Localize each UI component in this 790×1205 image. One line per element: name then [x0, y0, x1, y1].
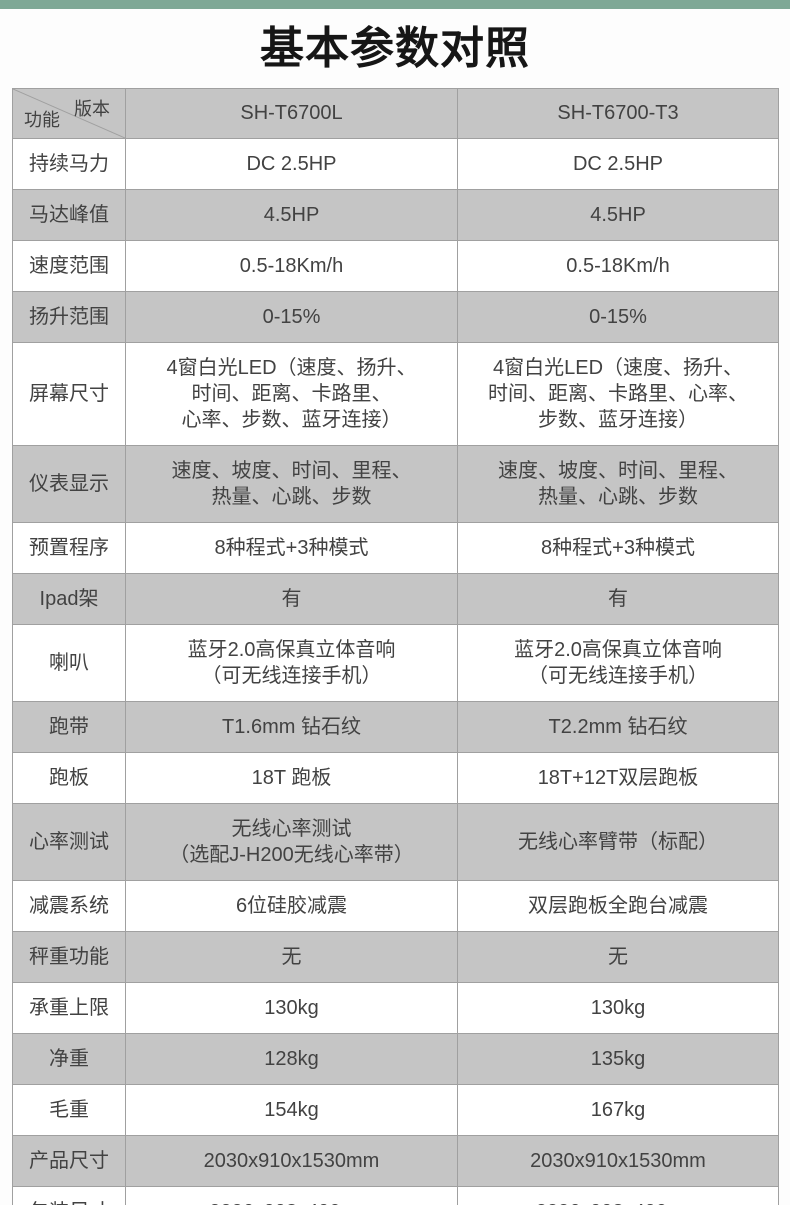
table-row: 扬升范围 0-15% 0-15% — [12, 290, 779, 343]
table-row: 减震系统 6位硅胶减震 双层跑板全跑台减震 — [12, 879, 779, 932]
table-header: 版本 功能 SH-T6700L SH-T6700-T3 — [12, 87, 779, 139]
row-label: 跑带 — [12, 700, 126, 753]
cell-value-sh-t6700l: 无 — [125, 930, 458, 983]
cell-value-sh-t6700l: 蓝牙2.0高保真立体音响 （可无线连接手机） — [125, 623, 458, 702]
corner-header-cell: 版本 功能 — [12, 87, 126, 139]
table-row: 产品尺寸 2030x910x1530mm 2030x910x1530mm — [12, 1134, 779, 1187]
table-row: 毛重 154kg 167kg — [12, 1083, 779, 1136]
cell-value-sh-t6700-t3: T2.2mm 钻石纹 — [457, 700, 779, 753]
row-label: 心率测试 — [12, 802, 126, 881]
cell-value-sh-t6700-t3: 无线心率臂带（标配） — [457, 802, 779, 881]
column-header-sh-t6700l: SH-T6700L — [125, 87, 458, 139]
cell-value-sh-t6700l: 0.5-18Km/h — [125, 239, 458, 292]
spec-table-body: 持续马力 DC 2.5HP DC 2.5HP 马达峰值 4.5HP 4.5HP … — [12, 137, 779, 1205]
cell-value-sh-t6700l: 8种程式+3种模式 — [125, 521, 458, 574]
cell-value-sh-t6700-t3: 有 — [457, 572, 779, 625]
cell-value-sh-t6700l: 无线心率测试 （选配J-H200无线心率带） — [125, 802, 458, 881]
cell-value-sh-t6700l: DC 2.5HP — [125, 137, 458, 190]
cell-value-sh-t6700-t3: 无 — [457, 930, 779, 983]
table-row: 马达峰值 4.5HP 4.5HP — [12, 188, 779, 241]
cell-value-sh-t6700-t3: 0-15% — [457, 290, 779, 343]
row-label: 毛重 — [12, 1083, 126, 1136]
row-label: 净重 — [12, 1032, 126, 1085]
cell-value-sh-t6700-t3: DC 2.5HP — [457, 137, 779, 190]
cell-value-sh-t6700l: 0-15% — [125, 290, 458, 343]
cell-value-sh-t6700l: 有 — [125, 572, 458, 625]
cell-value-sh-t6700l: 130kg — [125, 981, 458, 1034]
cell-value-sh-t6700-t3: 167kg — [457, 1083, 779, 1136]
row-label: 马达峰值 — [12, 188, 126, 241]
row-label: 扬升范围 — [12, 290, 126, 343]
spec-comparison-table: 版本 功能 SH-T6700L SH-T6700-T3 持续马力 DC 2.5H… — [12, 87, 779, 1205]
table-row: 屏幕尺寸 4窗白光LED（速度、扬升、 时间、距离、卡路里、 心率、步数、蓝牙连… — [12, 341, 779, 446]
table-row: 承重上限 130kg 130kg — [12, 981, 779, 1034]
cell-value-sh-t6700-t3: 4.5HP — [457, 188, 779, 241]
row-label: 仪表显示 — [12, 444, 126, 523]
table-row: 跑带 T1.6mm 钻石纹 T2.2mm 钻石纹 — [12, 700, 779, 753]
cell-value-sh-t6700-t3: 2030x910x1530mm — [457, 1134, 779, 1187]
diagonal-divider — [13, 88, 125, 138]
row-label: 速度范围 — [12, 239, 126, 292]
top-accent-bar — [0, 0, 790, 9]
cell-value-sh-t6700l: 4.5HP — [125, 188, 458, 241]
cell-value-sh-t6700l: 4窗白光LED（速度、扬升、 时间、距离、卡路里、 心率、步数、蓝牙连接） — [125, 341, 458, 446]
cell-value-sh-t6700l: 2226x998x490mm — [125, 1185, 458, 1205]
row-label: 包装尺寸 — [12, 1185, 126, 1205]
cell-value-sh-t6700-t3: 130kg — [457, 981, 779, 1034]
cell-value-sh-t6700l: 154kg — [125, 1083, 458, 1136]
table-row: Ipad架 有 有 — [12, 572, 779, 625]
column-header-sh-t6700-t3: SH-T6700-T3 — [457, 87, 779, 139]
cell-value-sh-t6700l: 18T 跑板 — [125, 751, 458, 804]
table-row: 持续马力 DC 2.5HP DC 2.5HP — [12, 137, 779, 190]
table-row: 包装尺寸 2226x998x490mm 2226x998x490mm — [12, 1185, 779, 1205]
table-row: 秤重功能 无 无 — [12, 930, 779, 983]
row-label: 减震系统 — [12, 879, 126, 932]
table-row: 喇叭 蓝牙2.0高保真立体音响 （可无线连接手机） 蓝牙2.0高保真立体音响 （… — [12, 623, 779, 702]
cell-value-sh-t6700-t3: 速度、坡度、时间、里程、 热量、心跳、步数 — [457, 444, 779, 523]
corner-label-function: 功能 — [24, 109, 60, 130]
cell-value-sh-t6700-t3: 8种程式+3种模式 — [457, 521, 779, 574]
table-row: 速度范围 0.5-18Km/h 0.5-18Km/h — [12, 239, 779, 292]
row-label: 喇叭 — [12, 623, 126, 702]
cell-value-sh-t6700-t3: 双层跑板全跑台减震 — [457, 879, 779, 932]
cell-value-sh-t6700-t3: 135kg — [457, 1032, 779, 1085]
cell-value-sh-t6700-t3: 蓝牙2.0高保真立体音响 （可无线连接手机） — [457, 623, 779, 702]
cell-value-sh-t6700-t3: 18T+12T双层跑板 — [457, 751, 779, 804]
cell-value-sh-t6700l: 2030x910x1530mm — [125, 1134, 458, 1187]
row-label: 预置程序 — [12, 521, 126, 574]
cell-value-sh-t6700-t3: 2226x998x490mm — [457, 1185, 779, 1205]
page-title: 基本参数对照 — [260, 24, 530, 73]
cell-value-sh-t6700l: T1.6mm 钻石纹 — [125, 700, 458, 753]
row-label: 秤重功能 — [12, 930, 126, 983]
row-label: 承重上限 — [12, 981, 126, 1034]
corner-label-version: 版本 — [74, 98, 110, 119]
header-row: 版本 功能 SH-T6700L SH-T6700-T3 — [12, 87, 779, 139]
row-label: 屏幕尺寸 — [12, 341, 126, 446]
cell-value-sh-t6700l: 128kg — [125, 1032, 458, 1085]
table-row: 净重 128kg 135kg — [12, 1032, 779, 1085]
table-row: 跑板 18T 跑板 18T+12T双层跑板 — [12, 751, 779, 804]
row-label: 跑板 — [12, 751, 126, 804]
row-label: Ipad架 — [12, 572, 126, 625]
table-row: 心率测试 无线心率测试 （选配J-H200无线心率带） 无线心率臂带（标配） — [12, 802, 779, 881]
row-label: 产品尺寸 — [12, 1134, 126, 1187]
table-row: 仪表显示 速度、坡度、时间、里程、 热量、心跳、步数 速度、坡度、时间、里程、 … — [12, 444, 779, 523]
table-row: 预置程序 8种程式+3种模式 8种程式+3种模式 — [12, 521, 779, 574]
cell-value-sh-t6700-t3: 4窗白光LED（速度、扬升、 时间、距离、卡路里、心率、 步数、蓝牙连接） — [457, 341, 779, 446]
cell-value-sh-t6700l: 速度、坡度、时间、里程、 热量、心跳、步数 — [125, 444, 458, 523]
cell-value-sh-t6700l: 6位硅胶减震 — [125, 879, 458, 932]
cell-value-sh-t6700-t3: 0.5-18Km/h — [457, 239, 779, 292]
row-label: 持续马力 — [12, 137, 126, 190]
